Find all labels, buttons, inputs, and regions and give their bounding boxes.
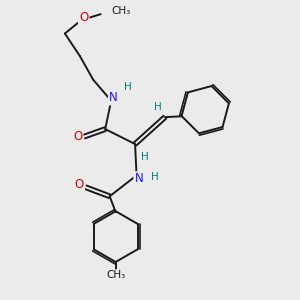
Text: H: H	[154, 102, 161, 112]
Text: H: H	[141, 152, 148, 162]
Text: H: H	[151, 172, 159, 182]
Text: CH₃: CH₃	[111, 6, 130, 16]
Text: N: N	[135, 172, 143, 185]
Text: O: O	[75, 178, 84, 191]
Text: O: O	[73, 130, 83, 143]
Text: N: N	[109, 91, 118, 104]
Text: CH₃: CH₃	[106, 270, 125, 280]
Text: O: O	[79, 11, 88, 24]
Text: H: H	[124, 82, 131, 92]
